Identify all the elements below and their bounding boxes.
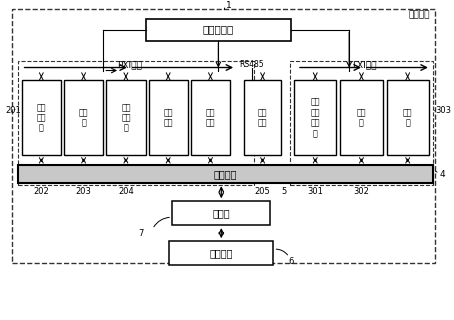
Text: 6: 6: [288, 257, 294, 266]
Text: 205: 205: [255, 187, 271, 196]
Text: 测试接口: 测试接口: [213, 169, 237, 179]
Bar: [106, 81, 146, 155]
Text: 电源
模块: 电源 模块: [258, 108, 267, 128]
Text: 适配器: 适配器: [212, 208, 230, 218]
Bar: [172, 201, 271, 225]
Bar: [64, 81, 103, 155]
Bar: [290, 60, 433, 185]
Text: 开关
矩阵
卡: 开关 矩阵 卡: [121, 103, 131, 133]
Bar: [148, 81, 188, 155]
Text: 5: 5: [281, 187, 287, 196]
Bar: [386, 81, 429, 155]
Text: 302: 302: [354, 187, 370, 196]
Bar: [12, 9, 435, 263]
Text: 复用
器卡: 复用 器卡: [206, 108, 215, 128]
Bar: [191, 81, 230, 155]
Text: 202: 202: [34, 187, 49, 196]
Bar: [18, 60, 254, 185]
Text: 电阻
卡: 电阻 卡: [79, 108, 89, 128]
Bar: [169, 241, 273, 265]
Text: 1: 1: [226, 1, 232, 10]
Text: 204: 204: [118, 187, 134, 196]
Text: 303: 303: [436, 106, 452, 115]
Text: 万用
表卡: 万用 表卡: [163, 108, 173, 128]
Bar: [294, 81, 336, 155]
Text: 测试机柜: 测试机柜: [408, 10, 429, 19]
Bar: [18, 165, 433, 183]
Text: RS485: RS485: [239, 60, 264, 69]
Bar: [340, 81, 383, 155]
Bar: [146, 19, 291, 41]
Text: 4: 4: [439, 170, 445, 179]
Text: 7: 7: [138, 229, 143, 238]
Text: 201: 201: [5, 106, 21, 115]
Text: LXI总线: LXI总线: [352, 60, 376, 69]
Text: 任意
波形
发生
器: 任意 波形 发生 器: [311, 98, 320, 138]
Text: 校液仪表: 校液仪表: [210, 248, 233, 258]
Text: 频率
计: 频率 计: [403, 108, 412, 128]
Text: 示波
器: 示波 器: [357, 108, 366, 128]
Text: 数据
采集
卡: 数据 采集 卡: [37, 103, 46, 133]
Text: 主控计算机: 主控计算机: [203, 25, 234, 35]
Text: 203: 203: [76, 187, 92, 196]
Bar: [244, 81, 281, 155]
Text: 301: 301: [307, 187, 323, 196]
Bar: [22, 81, 61, 155]
Text: PXI总线: PXI总线: [118, 60, 142, 69]
